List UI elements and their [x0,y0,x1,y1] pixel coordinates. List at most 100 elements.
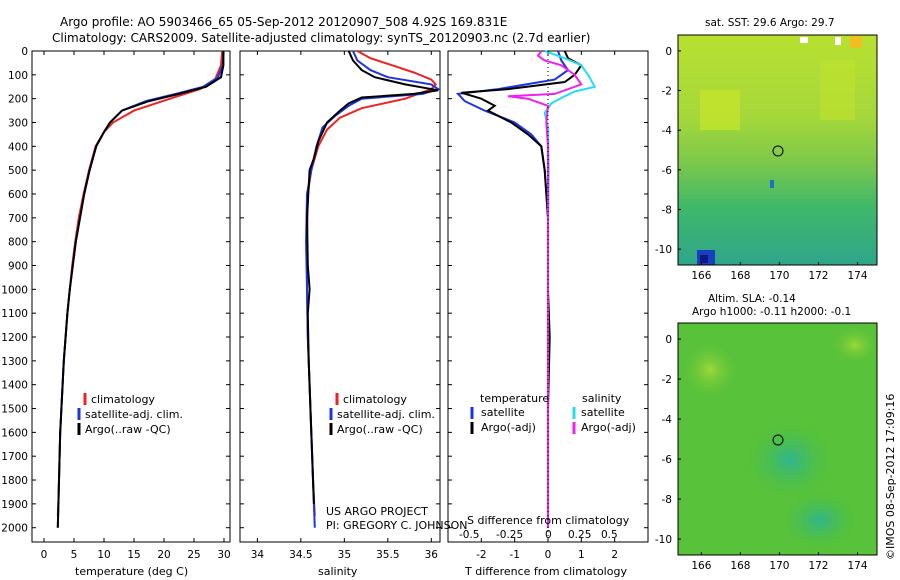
map-x-tick-label: 170 [769,270,789,282]
sla-map-subtitle: Argo h1000: -0.11 h2000: -0.1 [692,306,851,318]
x-tick-label: 30 [217,549,230,561]
sst-cloud-mask [835,37,841,45]
map-y-tick-label: -8 [662,204,672,216]
difference-x-ticks: -2 -1 0 1 2 [476,51,618,561]
map-y-tick-label: -2 [662,374,672,386]
legend-title-temperature: temperature [480,392,549,405]
series-line-t-argo [461,50,583,528]
difference-curves [455,50,597,528]
salinity-curves [305,50,441,528]
x-tick-label: 0 [545,549,552,561]
depth-tick-label: 1500 [1,404,28,416]
map-y-tick-label: -8 [662,494,672,506]
t-difference-xlabel: T difference from climatology [464,565,627,578]
s-tick-label: 0 [545,529,552,541]
legend-label: satellite [581,406,625,419]
series-line-climatology [306,50,438,516]
x-tick-label: -1 [509,549,519,561]
legend-label: Argo(..raw -QC) [337,423,423,436]
map-y-tick-label: -6 [662,454,673,466]
sla-low-anomaly [745,420,835,500]
legend-title-salinity: salinity [582,392,622,405]
depth-tick-label: 1000 [1,284,28,296]
depth-tick-label: 0 [21,46,28,58]
salinity-xlabel: salinity [318,565,358,578]
legend-label: satellite [481,406,525,419]
sst-map-ticks: 166 168 170 172 174 0 -2 -4 -6 -8 -10 [655,46,868,282]
depth-tick-label: 300 [8,118,28,130]
s-tick-label: -0.5 [459,529,480,541]
temperature-panel-frame [31,50,231,543]
depth-tick-label: 1200 [1,332,28,344]
map-y-tick-label: -4 [662,414,673,426]
depth-tick-label: 600 [8,189,28,201]
map-x-tick-label: 166 [691,270,711,282]
x-tick-label: 20 [157,549,170,561]
map-x-tick-label: 174 [847,560,867,572]
x-tick-label: 36 [425,549,439,561]
title-line1: Argo profile: AO 5903466_65 05-Sep-2012 … [60,15,507,29]
x-tick-label: 10 [97,549,110,561]
sst-cold-patch [770,180,774,188]
series-line-climatology [56,50,224,516]
sst-argo-marker [772,145,784,157]
salinity-x-ticks: 34 34.5 35 35.5 36 [251,51,439,561]
series-line-s-argo [507,50,583,528]
s-tick-label: 0.5 [601,529,618,541]
depth-tick-label: 100 [8,70,28,82]
salinity-legend: climatology satellite-adj. clim. Argo(..… [329,393,435,436]
depth-tick-label: 400 [8,141,28,153]
depth-tick-label: 1700 [1,451,28,463]
sst-cloud-mask [800,37,808,43]
depth-tick-label: 2000 [1,523,28,535]
depth-tick-label: 200 [8,94,28,106]
temperature-legend: climatology satellite-adj. clim. Argo(..… [77,393,183,436]
salinity-panel-frame [239,50,441,543]
sla-low-anomaly [780,490,860,550]
map-y-tick-label: -4 [662,125,673,137]
difference-legend: temperature salinity satellite Argo(-adj… [470,392,636,434]
map-y-tick-label: 0 [665,334,672,346]
depth-tick-label: 700 [8,213,28,225]
sla-map-title: Altim. SLA: -0.14 [708,293,796,305]
series-line-s-satellite [543,50,597,528]
x-tick-label: 25 [187,549,200,561]
map-x-tick-label: 172 [808,270,828,282]
sla-argo-marker [772,434,784,446]
series-line-satellite [56,50,225,528]
imos-timestamp: ©IMOS 08-Sep-2012 17:09:16 [884,394,897,560]
map-y-tick-label: 0 [665,46,672,58]
depth-tick-label: 1900 [1,499,28,511]
map-x-tick-label: 168 [730,270,750,282]
map-y-tick-label: -2 [662,86,672,98]
x-tick-label: 1 [578,549,585,561]
x-tick-label: 5 [71,549,78,561]
legend-label: climatology [91,393,155,406]
legend-label: Argo(-adj) [581,421,636,434]
sst-warm-patch [700,90,740,130]
sla-map-ticks: 166 168 170 172 174 0 -2 -4 -6 -8 -10 [655,334,868,572]
depth-tick-label: 1600 [1,427,28,439]
legend-label: climatology [343,393,407,406]
depth-axis: 0 100 200 300 400 500 600 700 800 900 1000 1100 1200… [1,46,648,535]
x-tick-label: 35 [338,549,351,561]
map-y-tick-label: -10 [655,534,672,546]
x-tick-label: 0 [41,549,48,561]
legend-label: Argo(..raw -QC) [85,423,171,436]
sst-map [677,34,878,266]
depth-tick-label: 1400 [1,380,28,392]
legend-label: satellite-adj. clim. [337,408,435,421]
map-x-tick-label: 172 [808,560,828,572]
map-x-tick-label: 170 [769,560,789,572]
temperature-xlabel: temperature (deg C) [75,565,188,578]
temperature-curves [56,50,225,528]
sst-map-title: sat. SST: 29.6 Argo: 29.7 [705,17,835,29]
temperature-x-ticks: 0 5 10 15 20 25 30 [41,51,231,561]
map-x-tick-label: 168 [730,560,750,572]
s-difference-xlabel: S difference from climatology [467,514,630,527]
x-tick-label: 35.5 [376,549,399,561]
x-tick-label: 2 [611,549,618,561]
pi-label: PI: GREGORY C. JOHNSON [326,519,467,532]
depth-tick-label: 1800 [1,475,28,487]
